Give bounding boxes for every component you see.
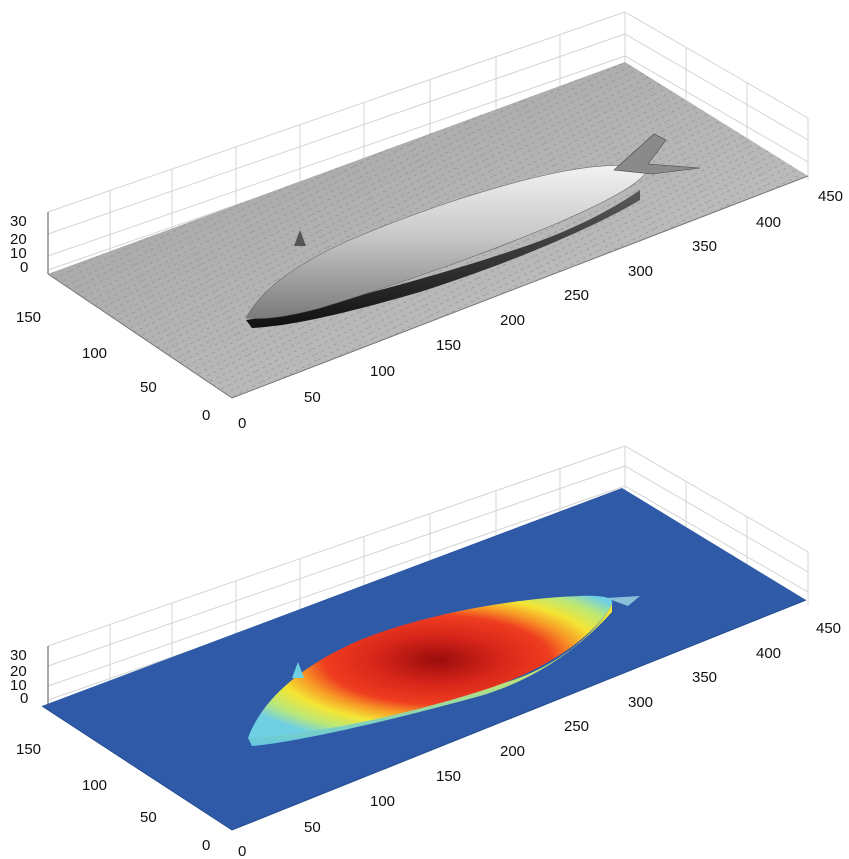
x-tick-label: 150 [436, 768, 461, 785]
y-tick-label: 50 [140, 809, 157, 826]
x-tick-label: 250 [564, 287, 589, 304]
y-tick-label: 150 [16, 309, 41, 326]
fish-dorsal-fin [292, 662, 304, 678]
z-tick-label: 30 [10, 213, 27, 230]
x-tick-label: 150 [436, 337, 461, 354]
z-tick-label: 20 [10, 663, 27, 680]
x-tick-label: 400 [756, 214, 781, 231]
x-axis: 0 50 100 150 200 250 300 350 400 450 [238, 620, 841, 859]
x-tick-label: 50 [304, 389, 321, 406]
x-tick-label: 0 [238, 415, 246, 432]
x-tick-label: 200 [500, 743, 525, 760]
fish-tail [613, 133, 701, 175]
x-tick-label: 300 [628, 694, 653, 711]
fish-dorsal-fin [294, 230, 306, 246]
fish-surface [245, 133, 701, 328]
z-axis: 30 20 10 0 [10, 646, 49, 707]
z-tick-label: 20 [10, 231, 27, 248]
y-axis: 150 100 50 0 [16, 741, 210, 854]
x-tick-label: 100 [370, 363, 395, 380]
y-tick-label: 100 [82, 777, 107, 794]
fish-heat-body [248, 595, 613, 738]
floor-front-edge [41, 599, 807, 831]
x-tick-label: 300 [628, 263, 653, 280]
x-tick-label: 400 [756, 645, 781, 662]
z-axis: 30 20 10 0 [10, 212, 49, 276]
z-tick-label: 10 [10, 245, 27, 262]
grayscale-surface-plot: 30 20 10 0 150 100 50 0 0 50 100 150 200… [10, 11, 843, 432]
z-tick-label: 0 [20, 259, 28, 276]
x-tick-label: 250 [564, 718, 589, 735]
y-tick-label: 100 [82, 345, 107, 362]
z-tick-label: 30 [10, 647, 27, 664]
z-tick-label: 10 [10, 677, 27, 694]
fish-tail [606, 596, 640, 606]
y-tick-label: 0 [202, 407, 210, 424]
fish-heatmap [248, 595, 640, 746]
x-tick-label: 50 [304, 819, 321, 836]
x-tick-label: 350 [692, 238, 717, 255]
y-tick-label: 150 [16, 741, 41, 758]
x-axis: 0 50 100 150 200 250 300 350 400 450 [238, 188, 843, 432]
x-tick-label: 350 [692, 669, 717, 686]
y-tick-label: 0 [202, 837, 210, 854]
y-tick-label: 50 [140, 379, 157, 396]
z-tick-label: 0 [20, 690, 28, 707]
floor-front-edge [47, 175, 809, 399]
y-axis: 150 100 50 0 [16, 309, 210, 424]
x-tick-label: 450 [818, 188, 843, 205]
x-tick-label: 200 [500, 312, 525, 329]
colormap-surface-plot: 30 20 10 0 150 100 50 0 0 50 100 150 200… [10, 445, 841, 859]
x-tick-label: 0 [238, 843, 246, 859]
x-tick-label: 450 [816, 620, 841, 637]
x-tick-label: 100 [370, 793, 395, 810]
